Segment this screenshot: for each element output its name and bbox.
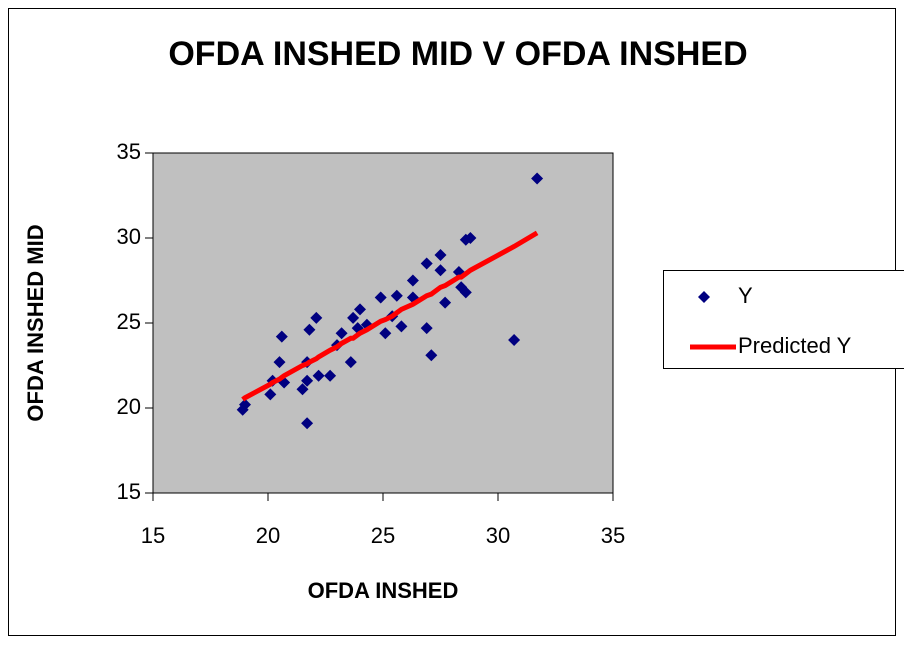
y-tick-label: 30: [117, 224, 141, 249]
legend-label: Y: [738, 283, 753, 308]
chart-title: OFDA INSHED MID V OFDA INSHED: [168, 35, 747, 73]
y-tick-label: 35: [117, 139, 141, 164]
x-axis-label: OFDA INSHED: [308, 578, 459, 603]
y-tick-label: 20: [117, 394, 141, 419]
y-tick-label: 25: [117, 309, 141, 334]
x-tick-label: 35: [601, 523, 625, 548]
x-tick-label: 20: [256, 523, 280, 548]
x-tick-label: 30: [486, 523, 510, 548]
legend-label: Predicted Y: [738, 333, 852, 358]
x-tick-label: 15: [141, 523, 165, 548]
x-tick-label: 25: [371, 523, 395, 548]
y-axis-label: OFDA INSHED MID: [23, 224, 48, 421]
y-tick-label: 15: [117, 479, 141, 504]
